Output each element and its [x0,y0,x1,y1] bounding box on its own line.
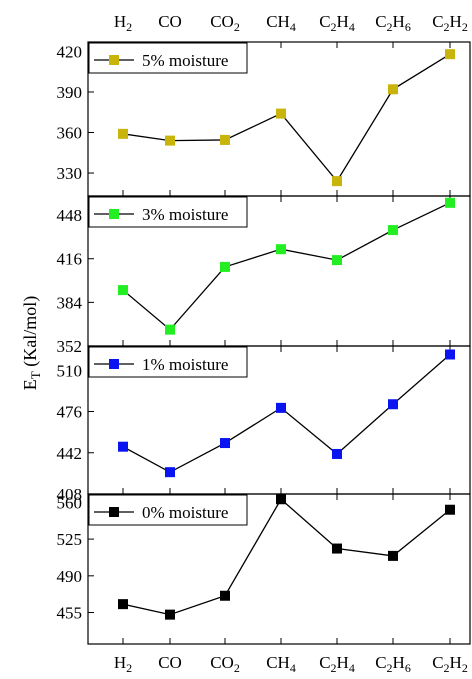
data-point [276,494,286,505]
data-point [220,438,230,449]
x-tick-label-bottom: C2H6 [375,653,411,674]
x-tick-label-top: C2H4 [319,12,355,34]
y-tick-label: 525 [57,530,83,549]
y-tick-label: 448 [57,206,83,225]
x-tick-label-top: H2 [114,12,132,34]
data-point [332,255,342,266]
legend-marker [109,359,119,369]
x-tick-label-bottom: C2H4 [319,653,355,674]
data-point [445,197,455,208]
legend-label: 3% moisture [142,205,228,224]
legend-label: 0% moisture [142,503,228,522]
x-tick-label-top: C2H2 [432,12,468,34]
y-tick-label: 416 [57,250,83,269]
data-point [445,49,455,60]
y-tick-label: 390 [57,83,83,102]
data-point [332,176,342,187]
data-point [118,599,128,610]
y-tick-label: 560 [57,493,83,512]
data-point [388,84,398,95]
y-tick-label: 455 [57,604,83,623]
y-tick-label: 330 [57,164,83,183]
data-point [118,128,128,139]
data-point [276,402,286,413]
y-tick-label: 420 [57,42,83,61]
data-point [388,399,398,410]
data-point [220,261,230,272]
legend-marker [109,209,119,219]
y-tick-label: 352 [57,337,83,356]
data-point [165,324,175,335]
x-tick-label-top: CO [158,12,182,31]
y-tick-label: 360 [57,124,83,143]
data-point [332,543,342,554]
x-tick-label-top: C2H6 [375,12,411,34]
legend-marker [109,55,119,65]
data-point [388,225,398,236]
data-point [388,550,398,561]
x-tick-label-bottom: CO2 [210,653,240,674]
y-tick-label: 384 [57,293,83,312]
x-tick-label-bottom: CO [158,653,182,672]
data-point [118,285,128,296]
y-axis-label: ET (Kal/mol) [20,296,43,390]
legend-marker [109,507,119,517]
y-tick-label: 408 [57,485,83,504]
data-point [118,441,128,452]
data-point [332,448,342,459]
y-tick-label: 510 [57,361,83,380]
data-point [165,467,175,478]
x-tick-label-bottom: C2H2 [432,653,468,674]
x-tick-label-bottom: H2 [114,653,132,674]
legend-label: 5% moisture [142,51,228,70]
data-point [165,135,175,146]
data-point [276,108,286,119]
data-point [220,590,230,601]
x-tick-label-top: CO2 [210,12,240,34]
data-point [445,504,455,515]
data-point [445,349,455,360]
y-tick-label: 476 [57,403,83,422]
x-tick-label-top: CH4 [266,12,296,34]
legend-label: 1% moisture [142,355,228,374]
panel-frame [87,493,471,645]
data-point [220,134,230,145]
data-point [276,244,286,255]
y-tick-label: 490 [57,567,83,586]
data-point [165,609,175,620]
y-tick-label: 442 [57,444,83,463]
x-tick-label-bottom: CH4 [266,653,296,674]
